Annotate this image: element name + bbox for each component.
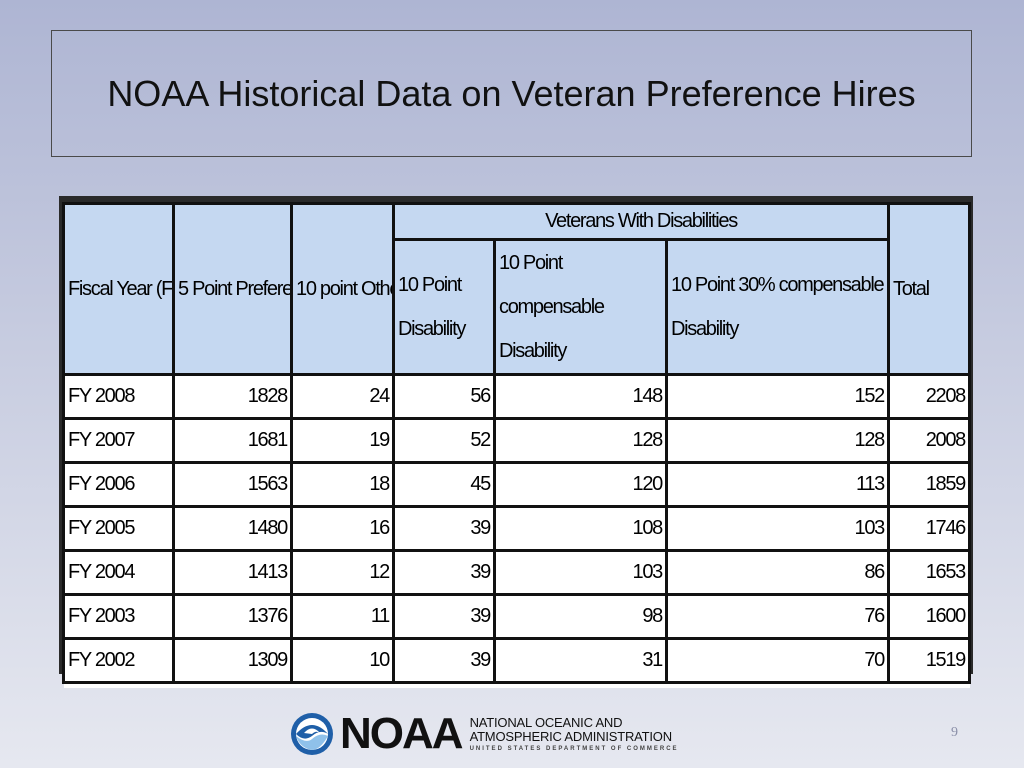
- table-row: FY 2005 1480 16 39 108 103 1746: [62, 505, 971, 552]
- value-cell: 39: [392, 593, 496, 640]
- value-cell: 1653: [887, 549, 971, 596]
- value-cell: 98: [493, 593, 668, 640]
- spacer-cell: [291, 682, 394, 688]
- value-cell: 1480: [172, 505, 293, 552]
- noaa-logo: NOAA NATIONAL OCEANIC AND ATMOSPHERIC AD…: [290, 710, 679, 758]
- value-cell: 1563: [172, 461, 293, 508]
- value-cell: 1376: [172, 593, 293, 640]
- header-10-point-disability: 10 Point Disability: [392, 238, 496, 376]
- table-row: FY 2006 1563 18 45 120 113 1859: [62, 461, 971, 508]
- value-cell: 18: [290, 461, 395, 508]
- noaa-line3: UNITED STATES DEPARTMENT OF COMMERCE: [469, 746, 679, 752]
- value-cell: 39: [392, 549, 496, 596]
- header-veterans-with-disabilities: Veterans With Disabilities: [392, 202, 890, 241]
- data-table-container: Fiscal Year (FY) 5 Point Preference 10 p…: [59, 196, 973, 688]
- value-cell: 10: [290, 637, 395, 684]
- value-cell: 103: [665, 505, 890, 552]
- value-cell: 56: [392, 373, 496, 420]
- veteran-hires-table: Fiscal Year (FY) 5 Point Preference 10 p…: [62, 202, 971, 688]
- header-10-point-30-compensable: 10 Point 30% compensable Disability: [665, 238, 890, 376]
- value-cell: 1519: [887, 637, 971, 684]
- noaa-seal-icon: [291, 713, 333, 755]
- fiscal-year-cell: FY 2006: [62, 461, 175, 508]
- table-row: FY 2008 1828 24 56 148 152 2208: [62, 373, 971, 420]
- value-cell: 1600: [887, 593, 971, 640]
- spacer-cell: [173, 682, 292, 688]
- spacer-cell: [393, 682, 495, 688]
- spacer-cell: [63, 682, 174, 688]
- noaa-line1: NATIONAL OCEANIC AND: [469, 715, 623, 730]
- value-cell: 128: [665, 417, 890, 464]
- value-cell: 1413: [172, 549, 293, 596]
- value-cell: 12: [290, 549, 395, 596]
- table-row: FY 2002 1309 10 39 31 70 1519: [62, 637, 971, 684]
- value-cell: 108: [493, 505, 668, 552]
- header-10-point-compensable: 10 Point compensable Disability: [493, 238, 668, 376]
- slide-title: NOAA Historical Data on Veteran Preferen…: [107, 72, 916, 114]
- spacer-cell: [888, 682, 970, 688]
- value-cell: 1859: [887, 461, 971, 508]
- table-bottom-spacer: [63, 682, 970, 688]
- table-row: FY 2007 1681 19 52 128 128 2008: [62, 417, 971, 464]
- value-cell: 39: [392, 505, 496, 552]
- value-cell: 148: [493, 373, 668, 420]
- page-number: 9: [951, 725, 958, 740]
- value-cell: 39: [392, 637, 496, 684]
- fiscal-year-cell: FY 2003: [62, 593, 175, 640]
- value-cell: 103: [493, 549, 668, 596]
- spacer-cell: [666, 682, 889, 688]
- fiscal-year-cell: FY 2002: [62, 637, 175, 684]
- value-cell: 76: [665, 593, 890, 640]
- spacer-cell: [494, 682, 667, 688]
- value-cell: 24: [290, 373, 395, 420]
- value-cell: 1828: [172, 373, 293, 420]
- header-10-point-other: 10 point Other: [290, 202, 395, 376]
- value-cell: 45: [392, 461, 496, 508]
- value-cell: 152: [665, 373, 890, 420]
- fiscal-year-cell: FY 2007: [62, 417, 175, 464]
- header-total: Total: [887, 202, 971, 376]
- value-cell: 11: [290, 593, 395, 640]
- fiscal-year-cell: FY 2008: [62, 373, 175, 420]
- value-cell: 86: [665, 549, 890, 596]
- fiscal-year-cell: FY 2005: [62, 505, 175, 552]
- noaa-wordmark: NOAA: [340, 709, 464, 758]
- table-row: FY 2003 1376 11 39 98 76 1600: [62, 593, 971, 640]
- value-cell: 52: [392, 417, 496, 464]
- value-cell: 128: [493, 417, 668, 464]
- value-cell: 1746: [887, 505, 971, 552]
- noaa-line2: ATMOSPHERIC ADMINISTRATION: [469, 729, 673, 744]
- noaa-subtitle: NATIONAL OCEANIC AND ATMOSPHERIC ADMINIS…: [469, 715, 679, 753]
- header-5-point: 5 Point Preference: [172, 202, 293, 376]
- value-cell: 16: [290, 505, 395, 552]
- value-cell: 19: [290, 417, 395, 464]
- value-cell: 120: [493, 461, 668, 508]
- value-cell: 70: [665, 637, 890, 684]
- value-cell: 2208: [887, 373, 971, 420]
- value-cell: 2008: [887, 417, 971, 464]
- table-row: FY 2004 1413 12 39 103 86 1653: [62, 549, 971, 596]
- value-cell: 31: [493, 637, 668, 684]
- fiscal-year-cell: FY 2004: [62, 549, 175, 596]
- value-cell: 1681: [172, 417, 293, 464]
- value-cell: 1309: [172, 637, 293, 684]
- value-cell: 113: [665, 461, 890, 508]
- title-box: NOAA Historical Data on Veteran Preferen…: [51, 30, 972, 157]
- header-fiscal-year: Fiscal Year (FY): [62, 202, 175, 376]
